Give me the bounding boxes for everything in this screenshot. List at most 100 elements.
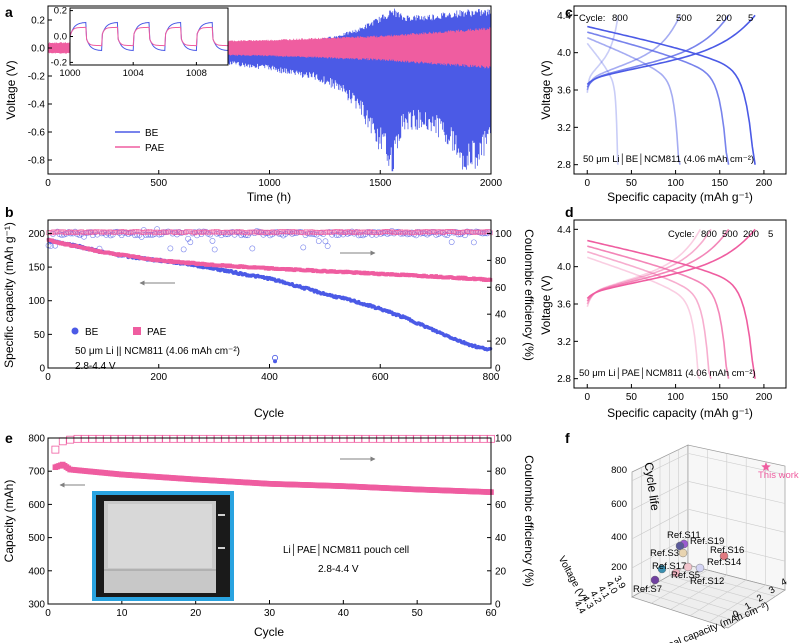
p3-xtick-label: 200 bbox=[756, 392, 773, 403]
BE-CE-point bbox=[397, 230, 404, 237]
BE-CE-point bbox=[132, 232, 138, 239]
PAE-CE-point bbox=[129, 229, 134, 235]
CE-point-e bbox=[206, 434, 215, 443]
a-ytick-label: 0.0 bbox=[31, 44, 45, 55]
PAE-CE-point bbox=[302, 230, 307, 236]
PAE-CE-point bbox=[292, 229, 297, 234]
voltage-profile-plot-c bbox=[586, 14, 756, 165]
cycle-label-500-c: 500 bbox=[676, 13, 692, 24]
BE-CE-point bbox=[470, 239, 477, 246]
PAE-CE-point bbox=[197, 229, 203, 235]
f-xtick-label: 3 bbox=[767, 584, 777, 596]
e-xtick-label: 50 bbox=[412, 608, 424, 619]
PAE-CE-point bbox=[466, 229, 472, 234]
PAE-CE-point bbox=[310, 229, 315, 235]
grid-right-wall bbox=[687, 480, 786, 504]
CE-point-e bbox=[213, 434, 222, 443]
PAE-CE-point bbox=[102, 230, 108, 235]
PAE-CE-point bbox=[353, 230, 359, 236]
y-axis-label-b: Specific capacity (mAh g⁻¹) bbox=[2, 222, 16, 368]
e-xtick-label: 40 bbox=[338, 608, 350, 619]
p3-xtick-label: 150 bbox=[711, 392, 728, 403]
panel-f: f This workRef.S11Ref.S3Ref.S19Ref.S17Re… bbox=[556, 430, 799, 643]
PAE-CE-point bbox=[182, 230, 188, 235]
inset-ytick-label: -0.2 bbox=[51, 57, 67, 68]
PAE-CE-point bbox=[303, 229, 309, 234]
BE-CE-point bbox=[180, 246, 187, 253]
y-axis-label-d: Voltage (V) bbox=[539, 275, 553, 334]
x-axis-label-d: Specific capacity (mAh g⁻¹) bbox=[607, 406, 753, 420]
PAE-CE-point bbox=[449, 229, 455, 234]
cycle-label-500-d: 500 bbox=[722, 229, 738, 240]
p2-ytick-label: 2.8 bbox=[557, 160, 571, 171]
ticks-d: 0 50 100 150 200 2.8 3.2 3.6 4.0 4.4 bbox=[557, 225, 773, 403]
grid-floor-2 bbox=[659, 580, 757, 610]
PAE-CE-point bbox=[340, 229, 345, 235]
PAE-CE-point bbox=[358, 229, 364, 235]
PAE-CE-point bbox=[87, 230, 93, 236]
p2-ytick-label: 3.6 bbox=[557, 86, 571, 97]
PAE-CE-point bbox=[388, 230, 394, 235]
BE-CE-point bbox=[324, 243, 331, 250]
PAE-CE-point bbox=[81, 230, 86, 236]
PAE-CE-point bbox=[368, 229, 374, 234]
PAE-CE-point bbox=[351, 229, 357, 235]
a-xtick-label: 1500 bbox=[369, 178, 392, 189]
CE-point-e bbox=[243, 434, 252, 443]
PAE-CE-point bbox=[366, 230, 372, 235]
PAE-CE-point bbox=[383, 229, 389, 234]
y2-axis-label-b: Coulombic efficiency (%) bbox=[522, 229, 536, 361]
p2-ytick-label: 4.0 bbox=[557, 48, 571, 59]
CE-point-e bbox=[391, 434, 399, 443]
PAE-CE-point bbox=[192, 230, 198, 236]
PAE-CE-point bbox=[67, 229, 73, 234]
3d-gridlines bbox=[631, 449, 786, 623]
charge-curve-cycle-800 bbox=[586, 228, 701, 308]
panel-label-d: d bbox=[565, 204, 574, 220]
annotation-b-voltage: 2.8-4.4 V bbox=[75, 361, 116, 372]
PAE-CE-point bbox=[224, 229, 229, 235]
PAE-CE-point bbox=[386, 229, 392, 235]
pouch-tab-bottom bbox=[218, 547, 225, 549]
axes-frame-b bbox=[47, 219, 492, 369]
PAE-CE-point bbox=[373, 230, 379, 236]
CE-point-e bbox=[236, 434, 244, 443]
point-label-ref-s12: Ref.S12 bbox=[690, 576, 724, 587]
CE-point-e bbox=[272, 434, 281, 443]
PAE-CE-point bbox=[258, 229, 264, 234]
CE-point-e bbox=[110, 434, 119, 443]
CE-point-e bbox=[184, 434, 193, 443]
e-ytick-label: 800 bbox=[28, 434, 45, 445]
PAE-CE-point bbox=[99, 230, 105, 236]
CE-point-e bbox=[398, 434, 407, 443]
CE-point-e bbox=[51, 445, 60, 454]
annotation-b-cell: 50 μm Li || NCM811 (4.06 mAh cm⁻²) bbox=[75, 346, 240, 357]
CE-point-e bbox=[103, 434, 111, 443]
point-marker-ref-s16 bbox=[719, 551, 729, 561]
e-xtick-label: 20 bbox=[190, 608, 202, 619]
cycle-legend-title-c: Cycle: bbox=[579, 13, 605, 24]
BE-CE-point bbox=[251, 230, 258, 237]
p2-xtick-label: 0 bbox=[584, 178, 590, 189]
grid-right-wall bbox=[687, 453, 786, 475]
discharge-curve-cycle-500 bbox=[586, 36, 681, 165]
PAE-CE-point bbox=[411, 230, 417, 236]
PAE-CE-point bbox=[325, 229, 330, 234]
PAE-CE-point bbox=[189, 229, 194, 234]
discharge-curve-cycle-800 bbox=[587, 256, 701, 380]
p3-xtick-label: 100 bbox=[667, 392, 684, 403]
PAE-CE-point bbox=[312, 230, 317, 236]
PAE-CE-point bbox=[323, 230, 329, 235]
PAE-CE-point bbox=[463, 229, 468, 235]
PAE-CE-point bbox=[350, 230, 355, 235]
z-axis-label-f: Cycle life bbox=[642, 461, 663, 511]
point-label-ref-s7: Ref.S7 bbox=[633, 584, 662, 595]
CE-point-e bbox=[140, 434, 148, 443]
a-ytick-label: -0.4 bbox=[28, 100, 46, 111]
PAE-CE-point bbox=[142, 230, 148, 235]
f-ztick-label: 400 bbox=[611, 532, 627, 543]
legend-marker-BE-b bbox=[71, 327, 79, 335]
x-axis-label-a: Time (h) bbox=[247, 190, 291, 204]
PAE-capacity-point bbox=[488, 278, 493, 282]
